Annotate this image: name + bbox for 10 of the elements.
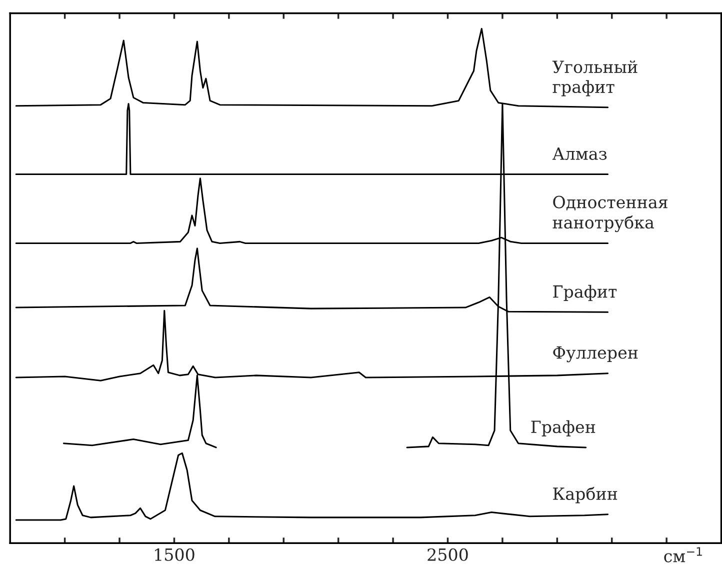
x-tick-label: 2500	[428, 548, 468, 561]
x-tick-label: 1500	[155, 548, 194, 561]
x-axis-title: см$^{−1}$	[664, 547, 702, 562]
series-label: Алмаз	[552, 148, 607, 160]
series-label: Фуллерен	[553, 346, 638, 362]
series-label: Графен	[531, 420, 596, 436]
series-label: Угольный графит	[552, 60, 638, 96]
series-label: Одностенная нанотрубка	[552, 196, 668, 232]
series-label: Графит	[553, 284, 617, 302]
series-label: Карбин	[553, 486, 618, 504]
